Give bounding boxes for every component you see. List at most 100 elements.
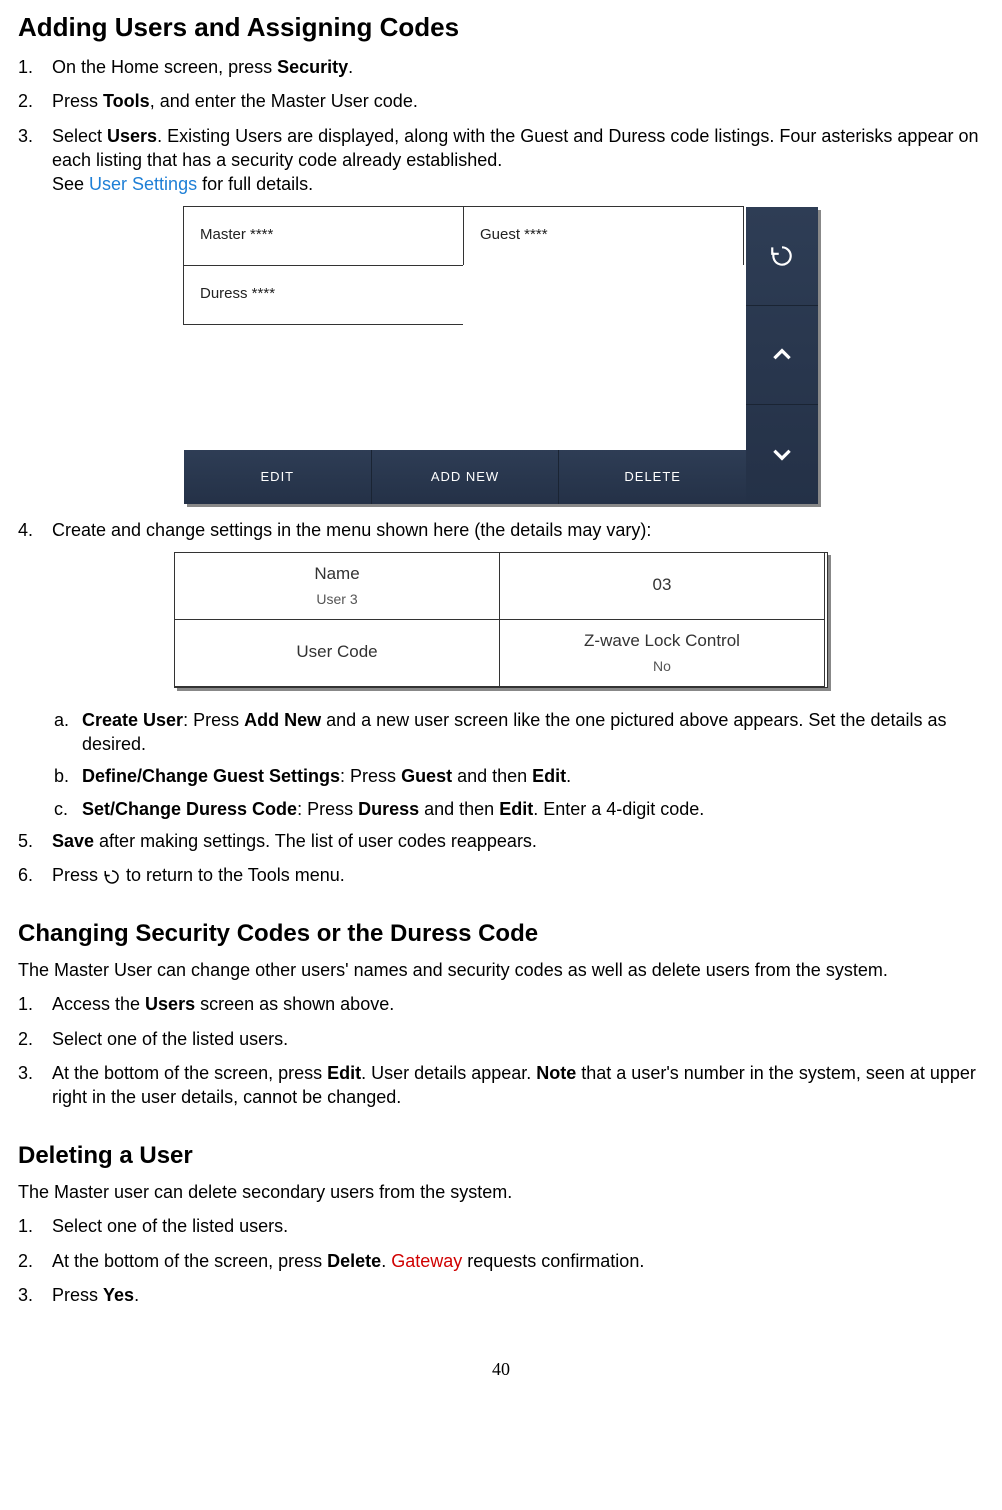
text: See: [52, 174, 89, 194]
text: : Press: [297, 799, 358, 819]
keyword-edit: Edit: [499, 799, 533, 819]
keyword-security: Security: [277, 57, 348, 77]
substeps: a. Create User: Press Add New and a new …: [18, 708, 984, 821]
text: .: [348, 57, 353, 77]
keyword-users: Users: [145, 994, 195, 1014]
heading-changing-codes: Changing Security Codes or the Duress Co…: [18, 918, 984, 950]
step-number: 3.: [18, 1061, 52, 1085]
cell-name[interactable]: Name User 3: [174, 552, 500, 620]
substep-b: b. Define/Change Guest Settings: Press G…: [52, 764, 984, 788]
step-number: 1.: [18, 1214, 52, 1238]
step-3: 3. Press Yes.: [18, 1283, 984, 1307]
step-number: 4.: [18, 518, 52, 542]
text: and then: [419, 799, 499, 819]
text: On the Home screen, press: [52, 57, 277, 77]
step-body: Press to return to the Tools menu.: [52, 863, 984, 887]
delete-button[interactable]: DELETE: [559, 450, 746, 504]
cell-number: 03: [499, 552, 825, 620]
keyword-create-user: Create User: [82, 710, 183, 730]
scroll-up-button[interactable]: [746, 306, 818, 405]
step-body: Press Tools, and enter the Master User c…: [52, 89, 984, 113]
back-arrow-icon: [769, 243, 795, 269]
link-user-settings[interactable]: User Settings: [89, 174, 197, 194]
substep-a: a. Create User: Press Add New and a new …: [52, 708, 984, 757]
cell-value: No: [653, 657, 671, 676]
steps-deleting: 1. Select one of the listed users. 2. At…: [18, 1214, 984, 1307]
keyword-note: Note: [536, 1063, 576, 1083]
step-5: 5. Save after making settings. The list …: [18, 829, 984, 853]
text: At the bottom of the screen, press: [52, 1251, 327, 1271]
step-body: Press Yes.: [52, 1283, 984, 1307]
substep-body: Set/Change Duress Code: Press Duress and…: [82, 797, 984, 821]
users-action-bar: EDIT ADD NEW DELETE: [184, 450, 746, 504]
cell-label: User Code: [296, 641, 377, 664]
text: : Press: [183, 710, 244, 730]
user-guest[interactable]: Guest ****: [463, 206, 744, 266]
substep-letter: b.: [52, 764, 82, 788]
step-1: 1. On the Home screen, press Security.: [18, 55, 984, 79]
step-2: 2. At the bottom of the screen, press De…: [18, 1249, 984, 1273]
step-1: 1. Access the Users screen as shown abov…: [18, 992, 984, 1016]
page-number: 40: [18, 1357, 984, 1381]
step-number: 1.: [18, 55, 52, 79]
cell-user-code[interactable]: User Code: [174, 619, 500, 687]
back-icon: [103, 868, 121, 886]
user-master[interactable]: Master ****: [183, 206, 464, 266]
keyword-add-new: Add New: [244, 710, 321, 730]
cell-zwave[interactable]: Z-wave Lock Control No: [499, 619, 825, 687]
step-number: 2.: [18, 89, 52, 113]
step-number: 2.: [18, 1249, 52, 1273]
user-settings-panel: Name User 3 03 User Code Z-wave Lock Con…: [174, 552, 828, 688]
step-body: Select Users. Existing Users are display…: [52, 124, 984, 197]
keyword-users: Users: [107, 126, 157, 146]
users-panel-figure: Master **** Guest **** Duress **** EDIT …: [18, 207, 984, 504]
substep-c: c. Set/Change Duress Code: Press Duress …: [52, 797, 984, 821]
step-body: Select one of the listed users.: [52, 1027, 984, 1051]
step-body: Access the Users screen as shown above.: [52, 992, 984, 1016]
back-button[interactable]: [746, 207, 818, 306]
chevron-down-icon: [769, 441, 795, 467]
keyword-delete: Delete: [327, 1251, 381, 1271]
edit-button[interactable]: EDIT: [184, 450, 372, 504]
step-6: 6. Press to return to the Tools menu.: [18, 863, 984, 887]
scroll-down-button[interactable]: [746, 405, 818, 503]
users-panel-main: Master **** Guest **** Duress **** EDIT …: [184, 207, 746, 504]
text: . Enter a 4-digit code.: [533, 799, 704, 819]
keyword-yes: Yes: [103, 1285, 134, 1305]
text: Press: [52, 91, 103, 111]
text: screen as shown above.: [195, 994, 394, 1014]
step-body: At the bottom of the screen, press Edit.…: [52, 1061, 984, 1110]
cell-label: 03: [653, 574, 672, 597]
heading-adding-users: Adding Users and Assigning Codes: [18, 10, 984, 45]
step-2: 2. Press Tools, and enter the Master Use…: [18, 89, 984, 113]
text: : Press: [340, 766, 401, 786]
text: At the bottom of the screen, press: [52, 1063, 327, 1083]
step-1: 1. Select one of the listed users.: [18, 1214, 984, 1238]
heading-deleting: Deleting a User: [18, 1140, 984, 1172]
step-number: 3.: [18, 124, 52, 148]
intro-changing: The Master User can change other users' …: [18, 958, 984, 982]
step-number: 1.: [18, 992, 52, 1016]
step-body: Create and change settings in the menu s…: [52, 518, 984, 542]
substep-body: Define/Change Guest Settings: Press Gues…: [82, 764, 984, 788]
text: Select: [52, 126, 107, 146]
steps-adding-users: 1. On the Home screen, press Security. 2…: [18, 55, 984, 196]
chevron-up-icon: [769, 342, 795, 368]
steps-adding-users-cont: 4. Create and change settings in the men…: [18, 518, 984, 542]
step-body: Save after making settings. The list of …: [52, 829, 984, 853]
users-list: Master **** Guest **** Duress ****: [184, 207, 746, 450]
text: Press: [52, 1285, 103, 1305]
keyword-guest: Guest: [401, 766, 452, 786]
keyword-tools: Tools: [103, 91, 150, 111]
user-duress[interactable]: Duress ****: [183, 265, 464, 325]
keyword-edit: Edit: [532, 766, 566, 786]
substep-body: Create User: Press Add New and a new use…: [82, 708, 984, 757]
cell-label: Name: [314, 563, 359, 586]
step-body: At the bottom of the screen, press Delet…: [52, 1249, 984, 1273]
text: . User details appear.: [361, 1063, 536, 1083]
step-4: 4. Create and change settings in the men…: [18, 518, 984, 542]
text: to return to the Tools menu.: [121, 865, 345, 885]
substep-letter: c.: [52, 797, 82, 821]
add-new-button[interactable]: ADD NEW: [372, 450, 560, 504]
keyword-gateway: Gateway: [391, 1251, 462, 1271]
